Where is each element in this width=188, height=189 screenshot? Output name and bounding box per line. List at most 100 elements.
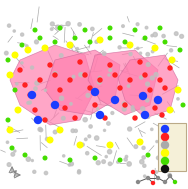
FancyBboxPatch shape	[158, 123, 186, 171]
Circle shape	[158, 26, 162, 30]
Circle shape	[8, 24, 11, 27]
Circle shape	[146, 63, 150, 66]
Circle shape	[163, 86, 167, 90]
Circle shape	[174, 32, 178, 36]
Circle shape	[102, 160, 105, 163]
Circle shape	[122, 25, 124, 27]
Circle shape	[68, 164, 70, 166]
Circle shape	[21, 62, 23, 64]
Circle shape	[83, 73, 87, 77]
Circle shape	[146, 53, 149, 56]
Circle shape	[169, 57, 175, 63]
Circle shape	[60, 96, 64, 100]
Polygon shape	[118, 55, 178, 118]
Circle shape	[144, 175, 146, 177]
Circle shape	[86, 94, 90, 97]
Circle shape	[69, 44, 73, 48]
Circle shape	[50, 22, 54, 26]
Circle shape	[155, 97, 161, 104]
Circle shape	[91, 27, 94, 31]
Circle shape	[68, 158, 72, 162]
Circle shape	[178, 128, 182, 132]
Circle shape	[150, 76, 154, 80]
Circle shape	[45, 137, 49, 141]
Circle shape	[161, 125, 168, 132]
Circle shape	[143, 36, 147, 40]
Circle shape	[88, 40, 92, 44]
Circle shape	[123, 40, 127, 44]
Circle shape	[108, 162, 112, 166]
Circle shape	[27, 102, 29, 104]
Circle shape	[105, 156, 107, 158]
Circle shape	[138, 60, 142, 64]
Circle shape	[86, 152, 89, 155]
Circle shape	[81, 143, 84, 146]
Circle shape	[146, 98, 149, 102]
Circle shape	[124, 158, 127, 161]
Circle shape	[56, 25, 60, 29]
Circle shape	[74, 129, 77, 132]
Circle shape	[95, 136, 99, 140]
Circle shape	[67, 42, 73, 48]
Circle shape	[29, 91, 36, 98]
Circle shape	[78, 170, 80, 173]
Circle shape	[143, 73, 147, 77]
Circle shape	[35, 116, 42, 123]
Circle shape	[42, 45, 48, 51]
Polygon shape	[88, 50, 158, 115]
Circle shape	[122, 102, 126, 105]
Circle shape	[77, 171, 81, 174]
Circle shape	[78, 60, 82, 64]
Circle shape	[117, 161, 119, 163]
Circle shape	[141, 107, 145, 111]
Circle shape	[155, 171, 158, 173]
Circle shape	[63, 106, 67, 110]
Circle shape	[31, 66, 34, 69]
Circle shape	[127, 162, 131, 166]
Circle shape	[129, 53, 132, 56]
Circle shape	[7, 163, 11, 167]
Circle shape	[168, 174, 171, 177]
Circle shape	[6, 58, 10, 62]
Circle shape	[83, 118, 87, 122]
Circle shape	[147, 116, 150, 118]
Circle shape	[26, 45, 28, 47]
Circle shape	[33, 170, 36, 173]
Circle shape	[174, 180, 177, 184]
Circle shape	[140, 160, 144, 164]
Circle shape	[107, 142, 113, 148]
Circle shape	[161, 142, 168, 149]
Circle shape	[170, 146, 174, 150]
Circle shape	[136, 180, 139, 184]
Circle shape	[96, 161, 100, 165]
Circle shape	[168, 151, 170, 154]
Circle shape	[5, 51, 8, 55]
Circle shape	[125, 155, 128, 158]
Circle shape	[53, 73, 57, 77]
Circle shape	[83, 28, 87, 32]
Circle shape	[142, 112, 149, 119]
Circle shape	[151, 128, 153, 131]
Circle shape	[60, 25, 63, 28]
Circle shape	[73, 36, 77, 40]
Circle shape	[38, 36, 42, 40]
Circle shape	[23, 153, 27, 157]
Circle shape	[128, 127, 132, 131]
Circle shape	[178, 48, 182, 52]
Circle shape	[156, 156, 160, 160]
Circle shape	[61, 116, 65, 120]
Circle shape	[78, 23, 81, 26]
Circle shape	[14, 150, 16, 152]
Circle shape	[142, 146, 145, 149]
Circle shape	[16, 83, 18, 85]
Circle shape	[53, 130, 57, 134]
Circle shape	[88, 135, 91, 138]
Circle shape	[108, 26, 112, 30]
Circle shape	[93, 156, 97, 160]
Circle shape	[161, 149, 168, 156]
Circle shape	[131, 108, 135, 112]
Circle shape	[98, 78, 102, 82]
Circle shape	[146, 153, 150, 157]
Circle shape	[21, 33, 24, 36]
Circle shape	[99, 76, 101, 79]
